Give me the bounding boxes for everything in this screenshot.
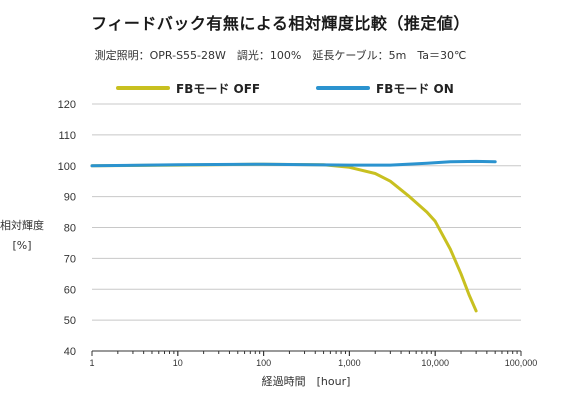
y-tick-label: 70	[64, 253, 76, 265]
y-axis-label: 相対輝度	[0, 218, 44, 232]
x-tick-label: 1	[89, 358, 94, 368]
x-tick-label: 10	[173, 358, 183, 368]
y-tick-label: 120	[58, 99, 76, 111]
legend-label: FBモード OFF	[176, 82, 260, 96]
x-tick-label: 1,000	[338, 358, 361, 368]
x-minor-ticks	[91, 351, 522, 356]
series-line-fb-on	[90, 159, 497, 168]
y-tick-label: 60	[64, 284, 76, 296]
x-tick-label: 100	[256, 358, 271, 368]
x-tick-label: 10,000	[421, 358, 449, 368]
legend: FBモード OFF FBモード ON	[116, 82, 454, 96]
y-tick-label: 110	[58, 130, 76, 142]
chart-title: フィードバック有無による相対輝度比較（推定値）	[91, 14, 470, 33]
x-tick-labels: 1 10 100 1,000 10,000 100,000	[89, 358, 537, 368]
x-axis-label: 経過時間 [hour]	[262, 375, 351, 388]
y-tick-labels: 120 110 100 90 80 70 60 50 40	[58, 99, 76, 358]
y-tick-label: 50	[64, 315, 76, 327]
x-tick-label: 100,000	[505, 358, 538, 368]
y-tick-label: 100	[58, 161, 76, 173]
series-lines	[90, 159, 497, 313]
chart-subtitle: 測定照明：OPR-S55-28W 調光：100% 延長ケーブル：5m Ta＝30…	[94, 49, 467, 62]
y-tick-label: 80	[64, 223, 76, 235]
y-tick-label: 40	[64, 346, 76, 358]
grid-lines	[92, 103, 521, 321]
legend-label: FBモード ON	[376, 82, 454, 96]
y-tick-label: 90	[64, 192, 76, 204]
y-axis-unit: [%]	[12, 239, 31, 252]
